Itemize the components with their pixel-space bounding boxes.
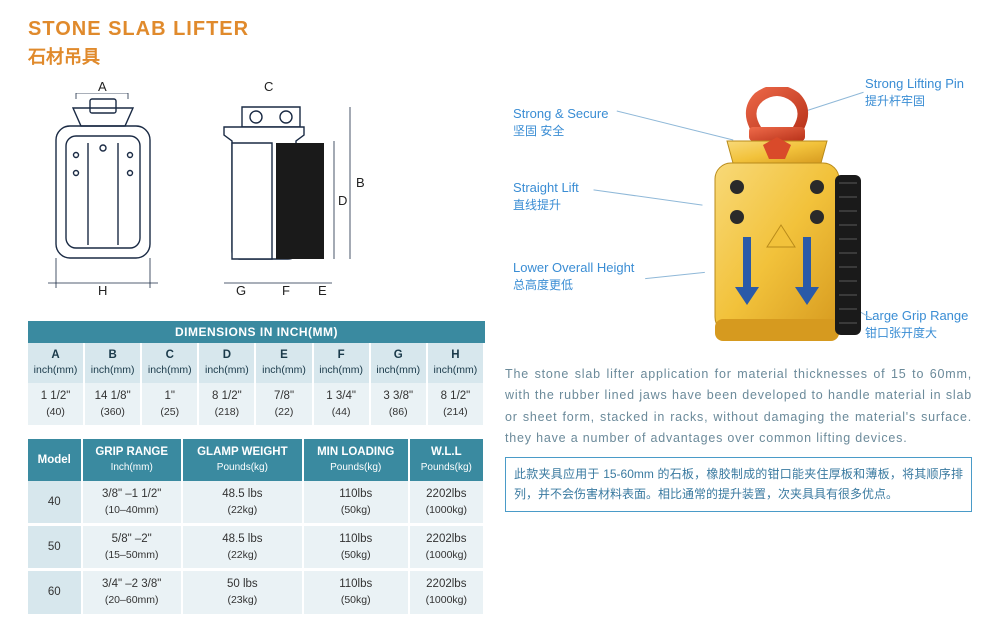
dim-header: Finch(mm)	[313, 343, 370, 383]
spec-cell: 50 lbs(23kg)	[182, 570, 303, 615]
dim-table-caption: DIMENSIONS IN INCH(MM)	[28, 321, 485, 343]
callout-grip-range: Large Grip Range钳口张开度大	[865, 307, 968, 342]
dimension-diagrams: A H C	[28, 93, 485, 293]
spec-cell: 48.5 lbs(22kg)	[182, 481, 303, 525]
spec-header: W.L.LPounds(kg)	[409, 439, 484, 481]
dim-header: Cinch(mm)	[141, 343, 198, 383]
spec-cell: 60	[28, 570, 82, 615]
spec-cell: 40	[28, 481, 82, 525]
spec-cell: 3/8" –1 1/2"(10–40mm)	[82, 481, 182, 525]
callout-lower-height: Lower Overall Height总高度更低	[513, 259, 634, 294]
table-row: 603/4" –2 3/8"(20–60mm)50 lbs(23kg)110lb…	[28, 570, 484, 615]
spec-cell: 110lbs(50kg)	[303, 481, 409, 525]
spec-cell: 2202lbs(1000kg)	[409, 525, 484, 570]
spec-cell: 5/8" –2"(15–50mm)	[82, 525, 182, 570]
spec-cell: 48.5 lbs(22kg)	[182, 525, 303, 570]
dim-header: Dinch(mm)	[198, 343, 255, 383]
dimensions-table: Ainch(mm)Binch(mm)Cinch(mm)Dinch(mm)Einc…	[28, 343, 485, 425]
dim-cell: 7/8"(22)	[255, 383, 312, 425]
dim-cell: 14 1/8"(360)	[84, 383, 141, 425]
spec-cell: 110lbs(50kg)	[303, 525, 409, 570]
spec-header: GRIP RANGEInch(mm)	[82, 439, 182, 481]
callout-lifting-pin: Strong Lifting Pin提升杆牢固	[865, 75, 964, 110]
spec-header: Model	[28, 439, 82, 481]
dim-header: Ainch(mm)	[28, 343, 84, 383]
dim-header: Einch(mm)	[255, 343, 312, 383]
description-cn: 此款夹具应用于 15-60mm 的石板，橡胶制成的钳口能夹住厚板和薄板，将其顺序…	[505, 457, 972, 512]
dim-header: Binch(mm)	[84, 343, 141, 383]
page-title: STONE SLAB LIFTER	[28, 18, 972, 41]
table-row: 505/8" –2"(15–50mm)48.5 lbs(22kg)110lbs(…	[28, 525, 484, 570]
page-subtitle: 石材吊具	[28, 43, 972, 69]
dim-cell: 1 1/2"(40)	[28, 383, 84, 425]
callout-straight-lift: Straight Lift直线提升	[513, 179, 579, 214]
product-illustration	[685, 87, 870, 370]
dim-cell: 1 3/4"(44)	[313, 383, 370, 425]
spec-cell: 110lbs(50kg)	[303, 570, 409, 615]
dim-header: Hinch(mm)	[427, 343, 484, 383]
dim-cell: 3 3/8"(86)	[370, 383, 427, 425]
dim-cell: 8 1/2"(214)	[427, 383, 484, 425]
spec-header: MIN LOADINGPounds(kg)	[303, 439, 409, 481]
table-row: 403/8" –1 1/2"(10–40mm)48.5 lbs(22kg)110…	[28, 481, 484, 525]
spec-cell: 2202lbs(1000kg)	[409, 481, 484, 525]
spec-table: ModelGRIP RANGEInch(mm)GLAMP WEIGHTPound…	[28, 439, 485, 616]
dim-header: Ginch(mm)	[370, 343, 427, 383]
description-en: The stone slab lifter application for ma…	[505, 364, 972, 449]
callout-strong-secure: Strong & Secure坚固 安全	[513, 105, 608, 140]
dim-cell: 8 1/2"(218)	[198, 383, 255, 425]
spec-cell: 2202lbs(1000kg)	[409, 570, 484, 615]
spec-cell: 50	[28, 525, 82, 570]
spec-header: GLAMP WEIGHTPounds(kg)	[182, 439, 303, 481]
dim-cell: 1"(25)	[141, 383, 198, 425]
spec-cell: 3/4" –2 3/8"(20–60mm)	[82, 570, 182, 615]
